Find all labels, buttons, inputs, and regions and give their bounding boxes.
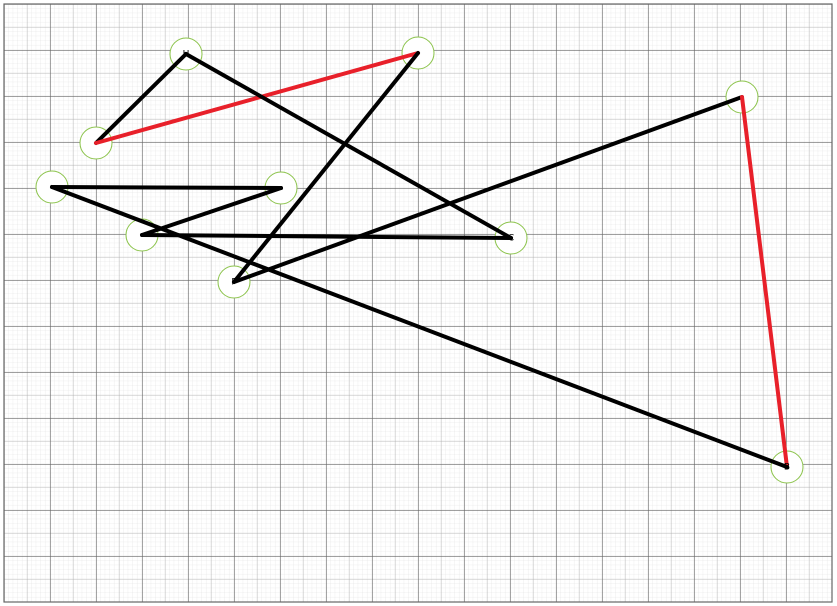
edge (140, 233, 513, 240)
edge (740, 95, 789, 469)
graph-paper (3, 3, 833, 603)
edge (232, 51, 420, 284)
edge (94, 52, 188, 145)
node-label: F (231, 278, 236, 288)
edge (50, 185, 789, 469)
edges (50, 51, 789, 469)
node-label: H (183, 50, 190, 60)
node-label: B (784, 463, 790, 473)
edge (184, 52, 513, 240)
edge (232, 95, 744, 284)
edge (140, 186, 283, 237)
edge (50, 185, 283, 190)
edge (94, 51, 420, 145)
node-label: C (508, 234, 514, 244)
labels: H C F B (183, 50, 790, 473)
